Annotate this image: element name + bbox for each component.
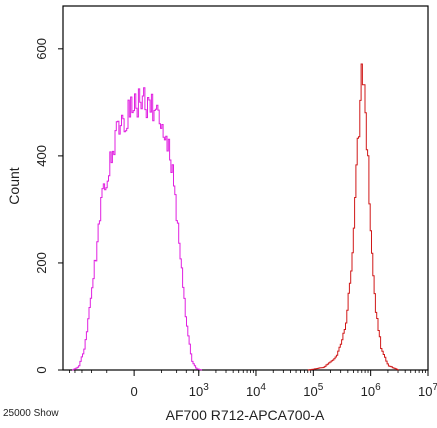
series-layer [72, 63, 399, 371]
histogram-series-2 [307, 63, 399, 371]
y-axis-label: Count [6, 167, 22, 204]
y-axis: 0 200 400 600 [34, 38, 63, 374]
histogram-series-1 [72, 87, 203, 371]
x-axis-label: AF700 R712-APCA700-A [166, 407, 325, 423]
plot-frame [62, 5, 429, 371]
x-tick-label: 107 [418, 382, 437, 399]
x-tick-label: 0 [131, 384, 138, 399]
y-tick-label: 600 [34, 38, 49, 60]
x-tick-label: 105 [303, 382, 323, 399]
x-axis: 0 103 104 105 106 107 [69, 370, 437, 399]
x-tick-label: 104 [246, 382, 266, 399]
y-tick-label: 0 [34, 366, 49, 373]
x-tick-label: 106 [361, 382, 381, 399]
y-tick-label: 400 [34, 145, 49, 167]
x-tick-label: 103 [189, 382, 209, 399]
events-note: 25000 Show [3, 408, 59, 419]
y-tick-label: 200 [34, 252, 49, 274]
